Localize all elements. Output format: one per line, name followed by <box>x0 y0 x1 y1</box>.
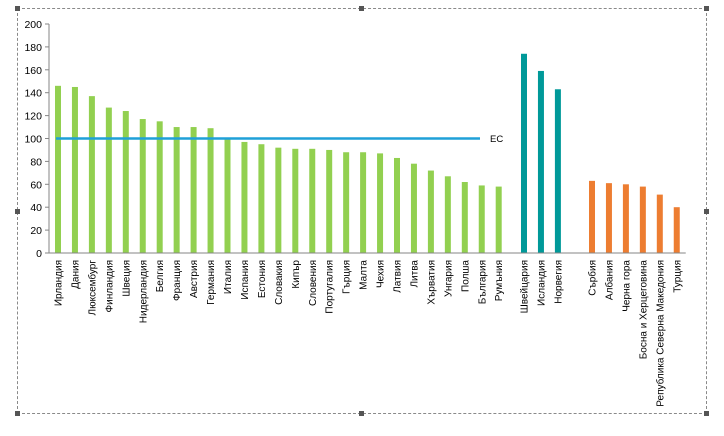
bar <box>427 170 434 253</box>
y-tick-label: 140 <box>24 88 42 100</box>
bar <box>258 144 265 253</box>
bar <box>495 186 502 253</box>
x-tick-label: Естония <box>257 260 268 298</box>
bar <box>639 186 646 253</box>
y-tick-label: 120 <box>24 111 42 123</box>
resize-handle-middle-right[interactable] <box>704 209 709 214</box>
x-tick-label: Италия <box>223 260 234 294</box>
x-tick-label: Република Северна Македония <box>654 260 666 407</box>
x-tick-label: Австрия <box>189 260 200 298</box>
resize-handle-bottom-center[interactable] <box>359 411 364 416</box>
resize-handle-top-right[interactable] <box>704 6 709 11</box>
bar <box>656 194 663 253</box>
bar <box>673 207 680 253</box>
resize-handle-bottom-left[interactable] <box>15 411 20 416</box>
y-tick-label: 20 <box>30 225 42 237</box>
x-tick-label: Малта <box>359 260 370 290</box>
x-tick-label: Чехия <box>376 260 387 288</box>
x-tick-label: Албания <box>603 260 615 300</box>
x-tick-label: Финландия <box>104 260 115 312</box>
bar <box>139 119 146 253</box>
bar <box>360 152 367 253</box>
x-tick-label: Люксембург <box>86 260 98 316</box>
bar <box>241 141 248 253</box>
y-tick-label: 200 <box>24 19 42 31</box>
bar <box>478 185 485 253</box>
x-tick-label: Германия <box>206 260 217 305</box>
bar <box>122 111 129 254</box>
x-tick-label: България <box>477 260 488 304</box>
y-tick-label: 80 <box>30 156 42 168</box>
bar <box>461 182 468 253</box>
resize-handle-top-left[interactable] <box>15 6 20 11</box>
y-tick-label: 160 <box>24 65 42 77</box>
x-tick-label: Кипър <box>291 260 302 289</box>
bar <box>554 89 561 253</box>
x-tick-label: Гърция <box>342 260 353 294</box>
y-axis: 0 20 40 60 80 100 120 140 160 180 200 <box>24 19 50 260</box>
resize-handle-top-center[interactable] <box>359 6 364 11</box>
bar <box>292 148 299 253</box>
y-tick-label: 60 <box>30 179 42 191</box>
x-tick-label: Литва <box>409 260 420 288</box>
x-tick-label: Сърбия <box>587 260 599 296</box>
y-tick-label: 40 <box>30 202 42 214</box>
bar <box>589 180 595 253</box>
x-tick-label: Румъния <box>494 260 505 301</box>
bar <box>224 138 231 253</box>
x-tick-label: Норвегия <box>553 260 564 304</box>
bar <box>88 96 95 253</box>
reference-line-group: ЕС <box>56 134 503 145</box>
x-tick-label: Испания <box>240 260 251 300</box>
x-tick-label: Словакия <box>274 260 285 305</box>
bar <box>537 70 544 253</box>
x-tick-label: Ирландия <box>54 260 65 306</box>
resize-handle-middle-left[interactable] <box>15 209 20 214</box>
bar <box>377 153 384 253</box>
x-tick-label: Исландия <box>536 260 547 306</box>
x-tick-label: Хърватия <box>426 260 437 305</box>
bar <box>309 148 316 253</box>
x-tick-label: Нидерландия <box>138 260 149 323</box>
bar <box>275 147 282 253</box>
x-tick-label: Латвия <box>393 260 404 293</box>
y-tick-label: 0 <box>36 248 42 260</box>
bar <box>521 53 527 253</box>
x-axis: Ирландия Дания Люксембург Финландия Швеция Ни… <box>49 252 686 407</box>
bar <box>207 128 214 253</box>
x-tick-label: Босна и Херцеговина <box>638 260 649 360</box>
bar <box>622 184 629 253</box>
x-tick-label: Словения <box>308 260 319 306</box>
x-tick-label: Черна гора <box>621 260 632 312</box>
x-tick-label: Белгия <box>155 260 166 292</box>
x-tick-label: Швейцария <box>520 260 531 313</box>
bars <box>55 53 680 254</box>
bar <box>394 157 400 253</box>
x-tick-label: Полша <box>460 260 471 292</box>
bar <box>190 127 197 253</box>
reference-line-label: ЕС <box>490 134 503 145</box>
bar <box>326 149 333 253</box>
bar <box>55 85 61 253</box>
x-tick-label: Турция <box>672 260 683 293</box>
bar <box>71 86 78 253</box>
bar <box>343 152 350 253</box>
resize-handle-bottom-right[interactable] <box>704 411 709 416</box>
bar <box>444 176 451 253</box>
x-tick-label: Швеция <box>121 260 132 297</box>
bar <box>156 121 163 253</box>
y-tick-label: 100 <box>24 134 42 146</box>
chart-frame <box>15 6 709 416</box>
bar <box>173 127 180 253</box>
x-tick-label: Португалия <box>325 260 336 314</box>
bar <box>105 107 112 254</box>
y-tick-label: 180 <box>24 42 42 54</box>
bar <box>605 183 612 253</box>
x-tick-label: Франция <box>172 260 183 301</box>
x-tick-label: Дания <box>70 260 81 289</box>
bar <box>410 163 417 253</box>
x-tick-label: Унгария <box>443 260 454 297</box>
